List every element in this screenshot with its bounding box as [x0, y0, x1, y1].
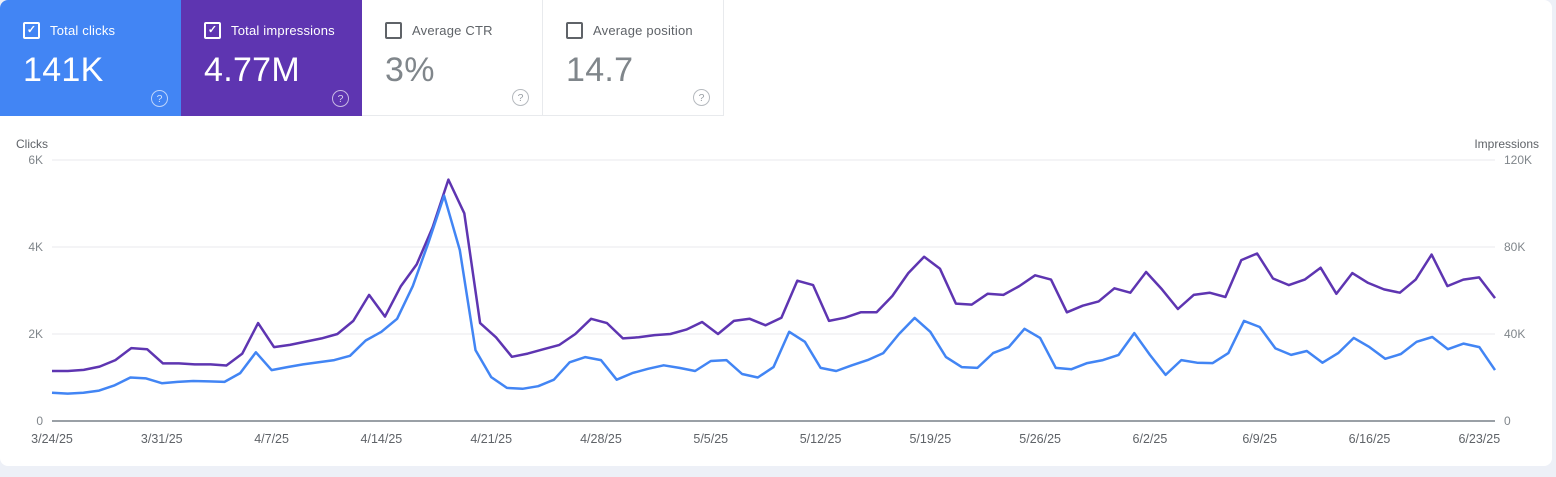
x-axis-tick-label: 4/14/25 — [360, 432, 403, 446]
metric-card-total-impressions[interactable]: Total impressions 4.77M ? — [181, 0, 362, 116]
x-axis-tick-label: 6/23/25 — [1458, 432, 1501, 446]
left-axis-tick-label: 6K — [28, 153, 43, 167]
left-axis-tick-label: 4K — [28, 240, 43, 254]
metric-card-total-clicks[interactable]: Total clicks 141K ? — [0, 0, 181, 116]
metric-card-label: Total impressions — [231, 23, 335, 38]
checkbox-checked-icon[interactable] — [204, 22, 221, 39]
help-icon[interactable]: ? — [512, 89, 529, 106]
right-axis-tick-label: 120K — [1504, 153, 1533, 167]
x-axis-tick-label: 4/7/25 — [254, 432, 289, 446]
impressions-line[interactable] — [52, 178, 1496, 373]
right-axis-title: Impressions — [1474, 137, 1539, 151]
metric-card-header: Total clicks — [0, 0, 181, 39]
metric-card-label: Average CTR — [412, 23, 493, 38]
x-axis-tick-label: 4/21/25 — [470, 432, 513, 446]
x-axis-tick-label: 6/2/25 — [1132, 432, 1168, 446]
metric-card-value: 141K — [23, 51, 104, 89]
x-axis-tick-label: 5/19/25 — [909, 432, 952, 446]
x-axis-tick-label: 5/12/25 — [799, 432, 842, 446]
metric-card-average-position[interactable]: Average position 14.7 ? — [543, 0, 724, 116]
metric-card-label: Total clicks — [50, 23, 116, 38]
metric-card-label: Average position — [593, 23, 693, 38]
clicks-line[interactable] — [51, 194, 1497, 395]
x-axis-tick-label: 3/31/25 — [140, 432, 183, 446]
help-icon[interactable]: ? — [693, 89, 710, 106]
left-axis-tick-label: 2K — [28, 327, 43, 341]
checkbox-unchecked-icon[interactable] — [566, 22, 583, 39]
metric-card-value: 4.77M — [204, 51, 300, 89]
x-axis-tick-label: 6/16/25 — [1348, 432, 1391, 446]
help-icon[interactable]: ? — [151, 90, 168, 107]
metric-card-header: Average CTR — [362, 0, 542, 39]
metric-card-value: 14.7 — [566, 51, 634, 89]
x-axis-tick-label: 6/9/25 — [1242, 432, 1278, 446]
right-axis-tick-label: 0 — [1504, 414, 1511, 428]
metric-cards-row: Total clicks 141K ? Total impressions 4.… — [0, 0, 724, 116]
checkbox-unchecked-icon[interactable] — [385, 22, 402, 39]
x-axis-tick-label: 3/24/25 — [31, 432, 73, 446]
metric-card-header: Total impressions — [181, 0, 362, 39]
left-axis-tick-label: 0 — [36, 414, 43, 428]
metric-card-header: Average position — [543, 0, 723, 39]
checkbox-checked-icon[interactable] — [23, 22, 40, 39]
left-axis-title: Clicks — [16, 137, 48, 151]
metric-card-average-ctr[interactable]: Average CTR 3% ? — [362, 0, 543, 116]
help-icon[interactable]: ? — [332, 90, 349, 107]
right-axis-tick-label: 80K — [1504, 240, 1526, 254]
x-axis-tick-label: 5/5/25 — [693, 432, 729, 446]
metric-card-value: 3% — [385, 51, 435, 89]
x-axis-tick-label: 4/28/25 — [580, 432, 622, 446]
right-axis-tick-label: 40K — [1504, 327, 1526, 341]
x-axis-tick-label: 5/26/25 — [1019, 432, 1061, 446]
